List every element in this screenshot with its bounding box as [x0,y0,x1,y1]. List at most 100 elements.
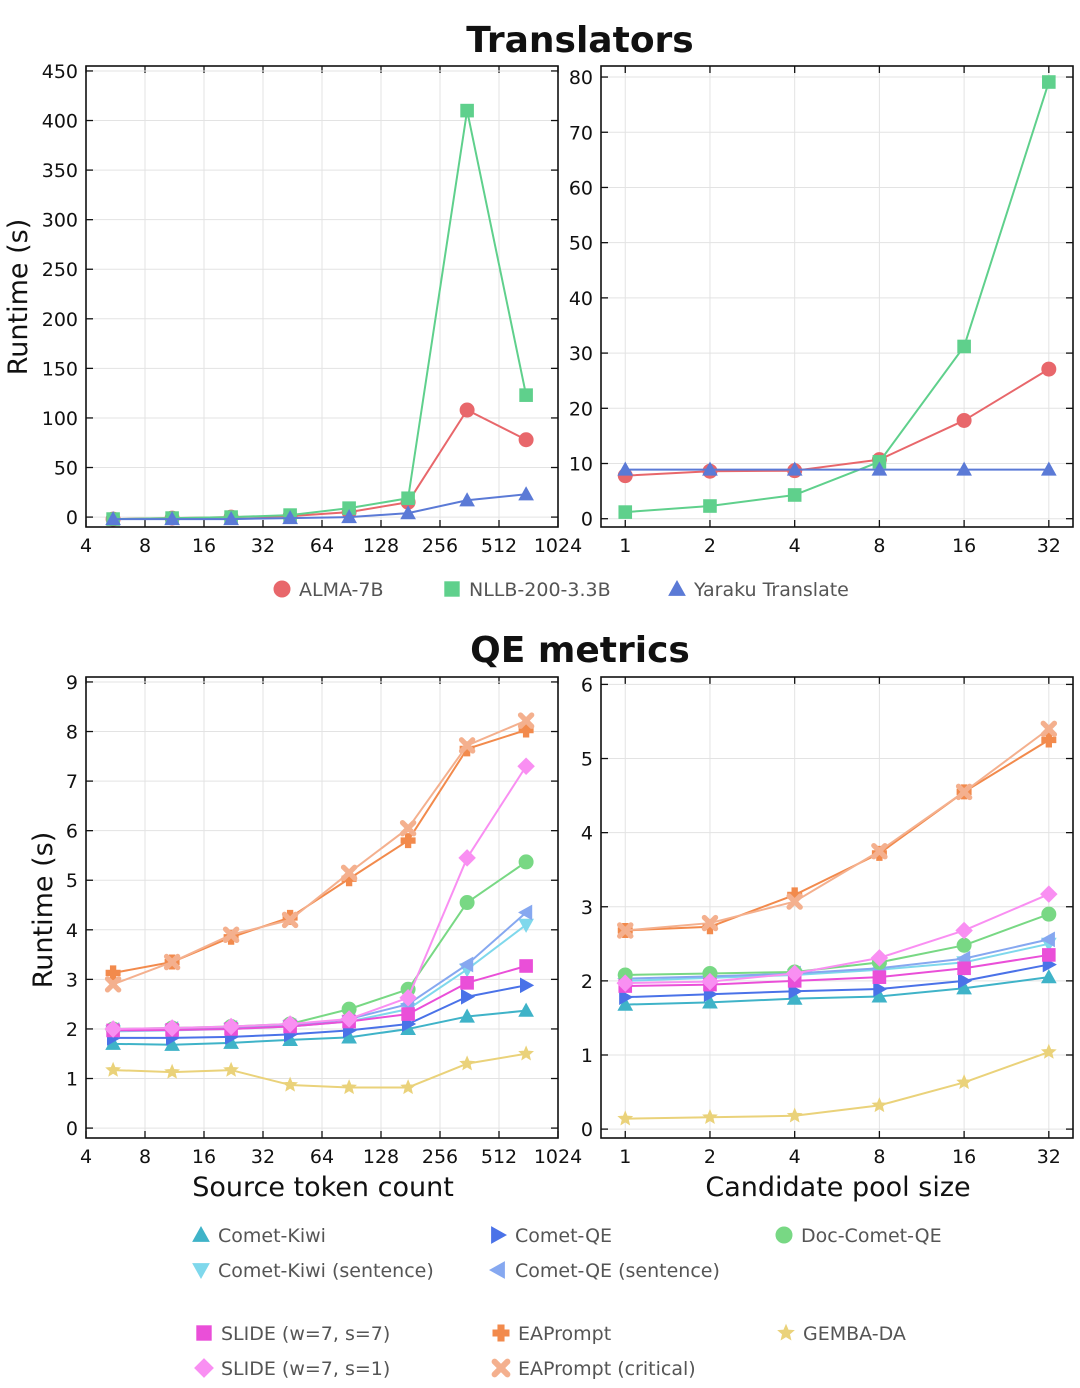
x-tick-label: 4 [80,535,92,557]
qe-title: QE metrics [470,630,690,671]
y-tick-label: 80 [569,67,593,89]
data-point-comet-qe-sentence [1040,931,1055,948]
series-alma-7b [617,361,1057,484]
data-point-comet-qe-sentence [459,956,474,973]
legend-label: NLLB-200-3.3B [469,579,611,601]
legend-label: GEMBA-DA [803,1323,906,1345]
data-point-comet-qe-sentence [518,904,533,921]
data-point-comet-qe [520,977,535,994]
y-tick-label: 4 [581,823,593,845]
x-tick-label: 1024 [534,535,582,557]
data-point-gemba-da [786,1107,803,1123]
y-tick-label: 20 [569,398,593,420]
legend-marker-comet-qe [491,1226,508,1244]
data-point-eaprompt-critical [458,737,476,754]
data-point-slide-w-7-s-7 [401,1007,415,1021]
data-point-comet-qe [958,973,973,989]
legend-marker-comet-kiwi [192,1225,210,1242]
legend-label: ALMA-7B [299,579,384,601]
legend-label: SLIDE (w=7, s=1) [221,1358,390,1380]
series-line-gemba-da [113,1052,527,1089]
data-point-slide-w-7-s-1 [955,921,973,940]
legend-item-comet-qe: Comet-QE [491,1225,612,1247]
series-gemba-da [617,1043,1057,1126]
data-point-eaprompt-critical [399,819,417,837]
x-tick-label: 2 [704,1146,716,1168]
y-tick-label: 100 [42,408,78,430]
y-tick-label: 2 [66,1019,78,1041]
data-point-comet-kiwi [1040,969,1057,984]
series-line-eaprompt [625,739,1050,932]
y-tick-label: 1 [66,1069,78,1091]
y-tick-label: 5 [581,749,593,771]
y-tick-label: 400 [42,111,78,133]
data-point-alma-7b [956,412,972,428]
legend-marker-comet-qe-sentence [488,1261,505,1279]
x-tick-label: 1024 [534,1146,582,1168]
y-tick-label: 9 [66,672,78,694]
data-point-yaraku-translate [105,511,121,526]
legend-label: Comet-Kiwi [218,1225,326,1247]
data-point-eaprompt-critical [222,926,240,943]
legend-marker-gemba-da [777,1323,795,1341]
legend-marker-yaraku-translate [668,579,686,596]
legend-item-comet-kiwi: Comet-Kiwi [192,1225,326,1247]
data-point-yaraku-translate [400,505,416,520]
legend-marker-slide-w-7-s-1 [194,1358,214,1378]
series-comet-kiwi [617,969,1057,1011]
legend-item-yaraku-translate: Yaraku Translate [668,579,849,601]
y-tick-label: 4 [66,920,78,942]
data-point-nllb-200-3-3b [787,488,802,502]
data-point-eaprompt-critical [871,842,888,860]
series-line-eaprompt [112,729,527,974]
data-point-slide-w-7-s-1 [870,949,889,967]
data-point-eaprompt-critical [701,914,719,932]
axes-frame [600,676,1074,1139]
y-tick-label: 60 [569,177,593,199]
data-point-eaprompt-critical [104,976,122,993]
data-point-slide-w-7-s-7 [460,976,474,990]
legend-label: Comet-QE [515,1225,612,1247]
data-point-comet-kiwi [617,996,634,1011]
data-point-eaprompt-critical [1040,720,1058,738]
series-yaraku-translate [105,486,534,526]
data-point-comet-kiwi [786,990,803,1005]
legend-item-slide-w-7-s-7: SLIDE (w=7, s=7) [196,1323,390,1345]
x-tick-label: 8 [873,535,885,557]
legend-label: Comet-QE (sentence) [515,1260,720,1282]
x-tick-label: 1 [619,535,631,557]
data-point-gemba-da [871,1097,888,1113]
legend-item-eaprompt-critical: EAPrompt (critical) [491,1358,696,1380]
y-tick-label: 6 [581,674,593,696]
data-point-yaraku-translate [871,461,888,476]
data-point-yaraku-translate [518,486,534,501]
data-point-slide-w-7-s-1 [616,974,635,992]
x-tick-label: 4 [80,1146,92,1168]
x-tick-label: 4 [789,535,801,557]
legend-marker-eaprompt [492,1324,510,1342]
series-slide-w-7-s-1 [616,885,1058,992]
y-tick-label: 3 [581,897,593,919]
x-tick-label: 16 [192,1146,216,1168]
data-point-slide-w-7-s-1 [163,1019,181,1037]
legend-label: EAPrompt (critical) [518,1358,696,1380]
data-point-comet-kiwi [459,1008,475,1023]
data-point-nllb-200-3-3b [401,491,415,506]
data-point-gemba-da [105,1061,121,1077]
x-tick-label: 64 [310,1146,334,1168]
series-line-slide-w-7-s-7 [113,965,527,1032]
data-point-gemba-da [702,1108,718,1124]
legend-label: SLIDE (w=7, s=7) [221,1323,390,1345]
y-tick-label: 200 [42,309,78,331]
data-point-nllb-200-3-3b [957,339,971,354]
series-nllb-200-3-3b [106,103,533,526]
series-line-comet-kiwi [625,976,1049,1006]
x-tick-label: 128 [363,535,399,557]
series-eaprompt-critical [104,712,535,993]
series-comet-qe-sentence [617,931,1055,987]
legend-marker-nllb-200-3-3b [444,581,460,597]
y-tick-label: 150 [42,358,78,380]
data-point-comet-qe [619,989,634,1006]
series-yaraku-translate [617,461,1057,476]
data-point-eaprompt [1041,732,1057,748]
